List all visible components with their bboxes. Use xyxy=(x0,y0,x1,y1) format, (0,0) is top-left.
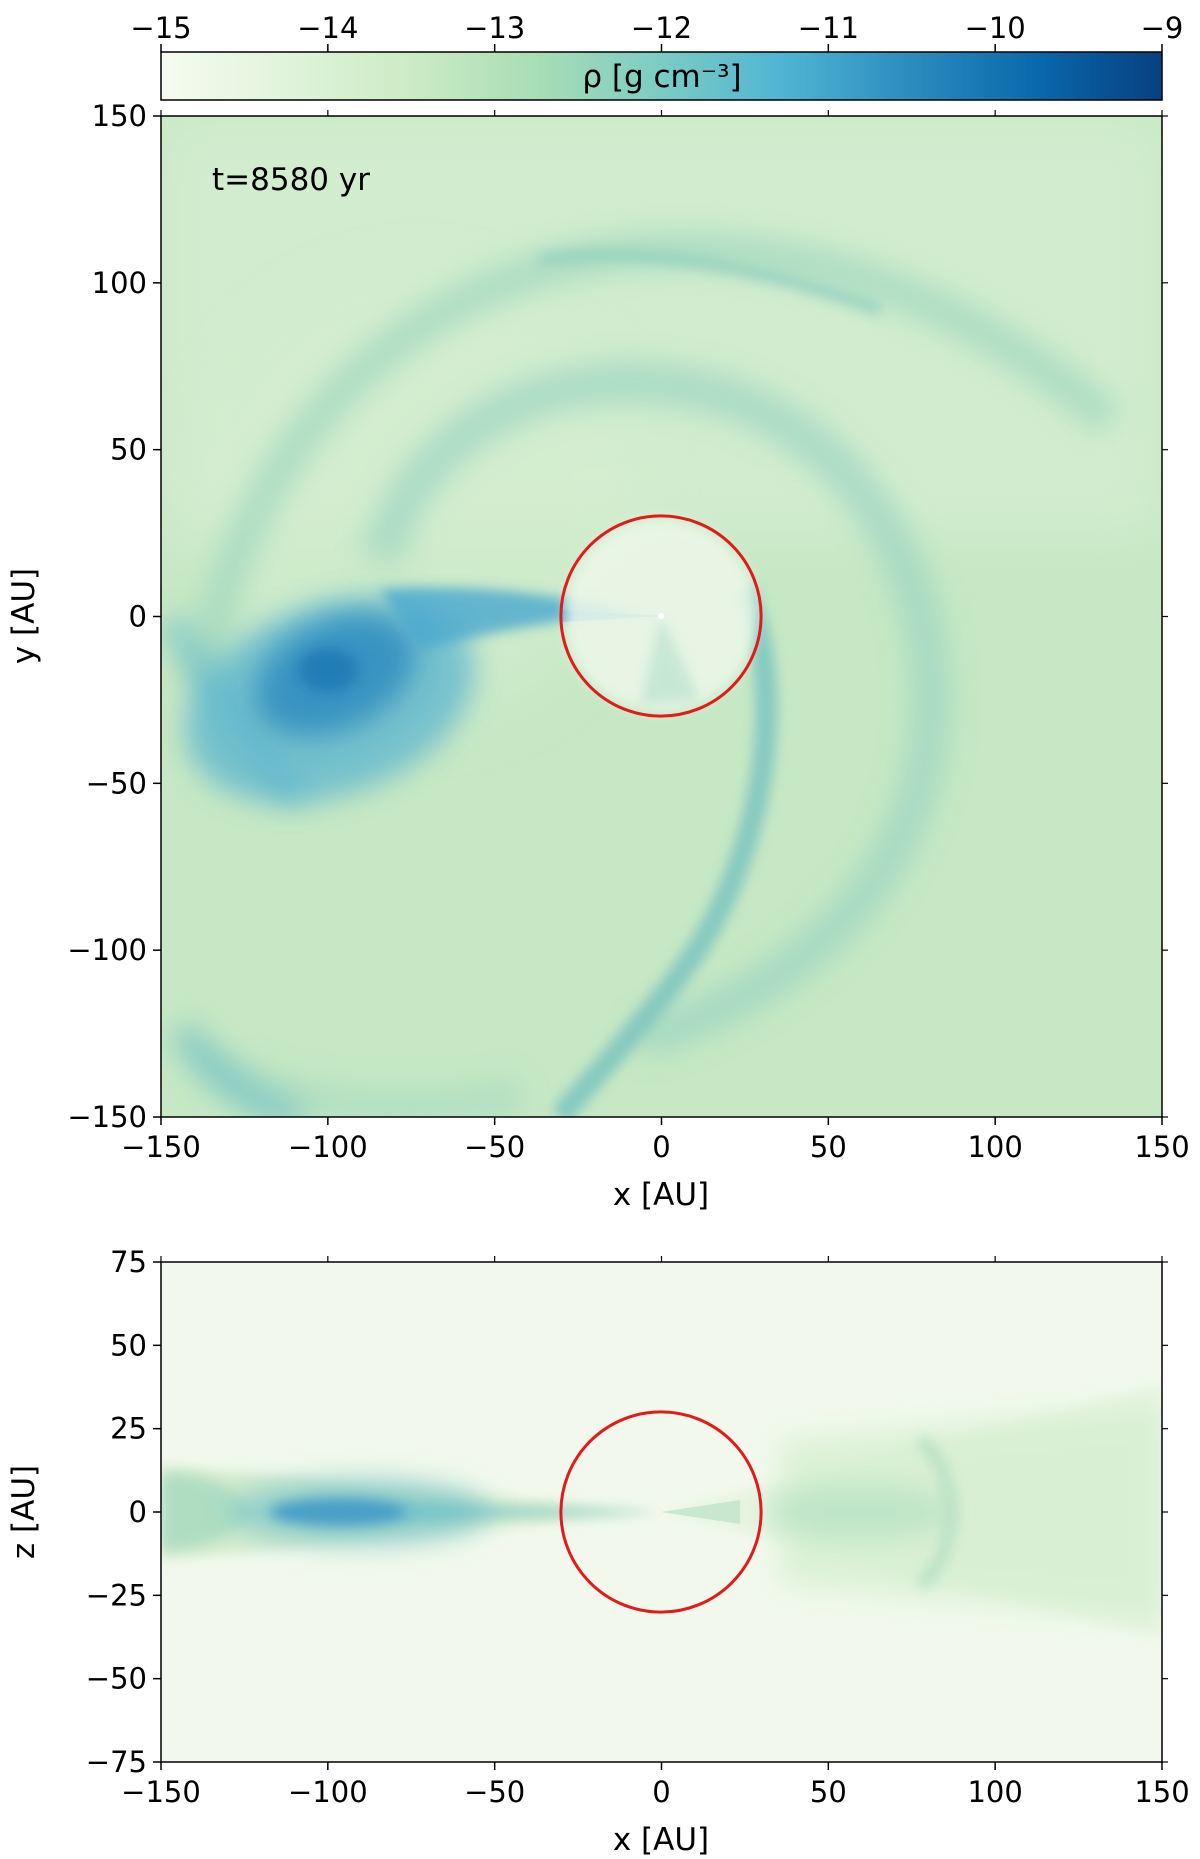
bottom-heatmap xyxy=(161,1262,1162,1762)
y-tick-label: −75 xyxy=(86,1745,147,1779)
colorbar-tick-label: −11 xyxy=(798,11,859,45)
y-tick-label: −100 xyxy=(67,933,147,967)
y-tick-label: −50 xyxy=(86,1662,147,1696)
southern-arc xyxy=(551,585,778,1117)
x-tick-label: 50 xyxy=(810,1130,847,1164)
y-tick-label: 0 xyxy=(129,1495,147,1529)
colorbar-tick-label: −14 xyxy=(297,11,358,45)
y-tick-label: 100 xyxy=(92,266,147,300)
top-y-ticks: −150 −100 −50 0 50 100 150 xyxy=(67,99,1168,1134)
colorbar-label: ρ [g cm⁻³] xyxy=(582,59,741,95)
x-tick-label: −100 xyxy=(288,1775,368,1809)
bottom-panel: −150 −100 −50 0 50 100 150 −75 −50 −25 0 25 50 75 x … xyxy=(6,1245,1190,1858)
bottom-red-circle xyxy=(559,1410,763,1614)
colorbar-ticks: −15 −14 −13 −12 −11 −10 −9 xyxy=(130,11,1183,52)
y-tick-label: 0 xyxy=(129,600,147,634)
colorbar-tick-label: −9 xyxy=(1141,11,1184,45)
inner-spiral-arm xyxy=(360,362,951,1060)
y-tick-label: −25 xyxy=(86,1578,147,1612)
top-x-ticks: −150 −100 −50 0 50 100 150 xyxy=(121,110,1190,1164)
x-tick-label: 0 xyxy=(652,1130,670,1164)
colorbar-tick-label: −10 xyxy=(965,11,1026,45)
left-disk-peak xyxy=(270,1498,410,1526)
y-tick-label: −150 xyxy=(67,1100,147,1134)
x-tick-label: 150 xyxy=(1134,1130,1189,1164)
bottom-y-ticks: −75 −50 −25 0 25 50 75 xyxy=(86,1245,1168,1779)
bottom-y-axis-label: z [AU] xyxy=(6,1465,42,1559)
y-tick-label: 150 xyxy=(92,99,147,133)
x-tick-label: 100 xyxy=(967,1130,1022,1164)
x-tick-label: −50 xyxy=(464,1130,525,1164)
top-heatmap: t=8580 yr xyxy=(161,116,1162,1117)
top-panel: t=8580 yr −150 −100 −50 0 50 100 150 −150−100−… xyxy=(6,99,1190,1213)
time-annotation: t=8580 yr xyxy=(212,162,370,198)
y-tick-label: 25 xyxy=(110,1412,147,1446)
x-tick-label: −150 xyxy=(121,1775,201,1809)
colorbar-gradient xyxy=(160,51,1163,101)
y-tick-label: 50 xyxy=(110,1328,147,1362)
top-red-circle xyxy=(559,514,763,718)
x-tick-label: −100 xyxy=(288,1130,368,1164)
bottom-x-ticks: −150 −100 −50 0 50 100 150 xyxy=(121,1256,1190,1809)
y-tick-label: 75 xyxy=(110,1245,147,1279)
colorbar-tick-label: −12 xyxy=(631,11,692,45)
top-x-axis-label: x [AU] xyxy=(613,1177,709,1213)
x-tick-label: −50 xyxy=(464,1775,525,1809)
x-tick-label: 150 xyxy=(1134,1775,1189,1809)
bottom-x-axis-label: x [AU] xyxy=(613,1822,709,1858)
x-tick-label: 100 xyxy=(967,1775,1022,1809)
y-tick-label: −50 xyxy=(86,766,147,800)
x-tick-label: 50 xyxy=(810,1775,847,1809)
top-y-axis-label: y [AU] xyxy=(6,568,42,664)
x-tick-label: 0 xyxy=(652,1775,670,1809)
y-tick-label: 50 xyxy=(110,433,147,467)
colorbar-tick-label: −13 xyxy=(464,11,525,45)
x-tick-label: −150 xyxy=(121,1130,201,1164)
colorbar-tick-label: −15 xyxy=(130,11,191,45)
colorbar: −15 −14 −13 −12 −11 −10 −9 ρ [g cm⁻³] xyxy=(130,11,1183,101)
